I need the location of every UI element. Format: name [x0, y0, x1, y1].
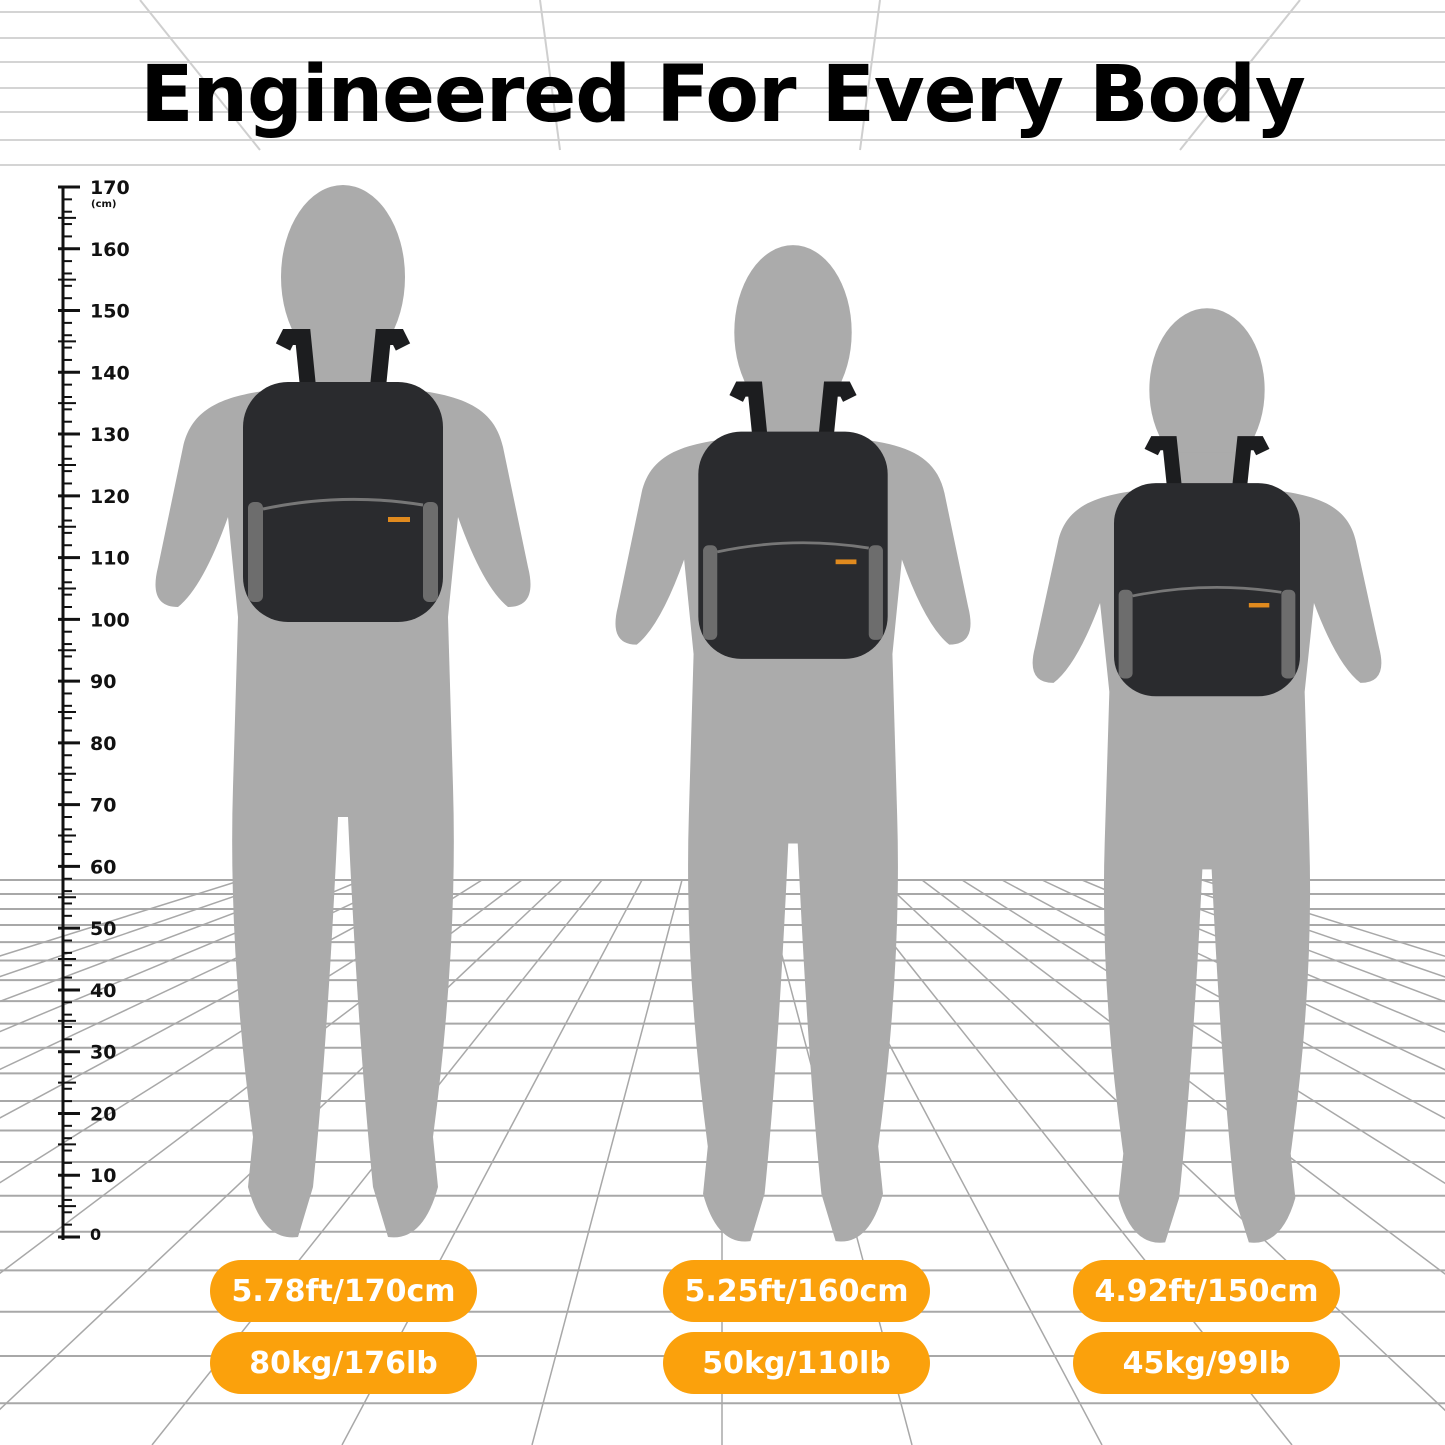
zipper	[1132, 586, 1282, 598]
tick-label: 0	[90, 1225, 101, 1244]
side-mesh-pocket	[703, 545, 718, 640]
tick-label: 90	[90, 671, 116, 693]
brand-logo	[388, 517, 410, 522]
grid-line	[0, 879, 283, 978]
zipper	[262, 497, 424, 511]
side-mesh-pocket	[248, 502, 263, 602]
brand-logo	[1248, 603, 1270, 608]
tick-label: 140	[90, 362, 130, 384]
tick-label: 40	[90, 980, 116, 1002]
tick-label: 70	[90, 795, 116, 817]
grid-line	[0, 879, 323, 1003]
side-mesh-pocket	[1118, 589, 1133, 679]
grid-line	[859, 0, 881, 151]
tick-label: 130	[90, 424, 130, 446]
grid-line	[531, 879, 683, 1445]
head	[281, 185, 405, 369]
backpack-body	[698, 431, 888, 659]
backpack	[698, 381, 888, 659]
side-mesh-pocket	[423, 502, 438, 602]
head	[734, 245, 852, 420]
weight-badge-3: 45kg/99lb	[1073, 1332, 1340, 1394]
side-mesh-pocket	[868, 545, 883, 640]
tick-label: 50	[90, 918, 116, 940]
grid-line	[1179, 0, 1301, 151]
page-title: Engineered For Every Body	[140, 50, 1306, 140]
height-badge-3: 4.92ft/150cm	[1073, 1260, 1340, 1322]
tick-label: 80	[90, 733, 116, 755]
height-badge-2: 5.25ft/160cm	[663, 1260, 930, 1322]
tick-label: 10	[90, 1165, 116, 1187]
weight-badge-1: 80kg/176lb	[210, 1332, 477, 1394]
tick-label: 120	[90, 486, 130, 508]
backpack-body	[243, 382, 443, 622]
grid-line	[0, 879, 363, 1033]
tick-label: 150	[90, 301, 130, 323]
tick-label: 170	[90, 177, 130, 199]
backpack-strap	[1144, 436, 1270, 489]
tick-label: 30	[90, 1042, 116, 1064]
side-mesh-pocket	[1281, 589, 1296, 679]
backpack-strap	[729, 381, 857, 438]
backpack-body	[1114, 483, 1300, 697]
head	[1149, 308, 1265, 472]
zipper	[716, 541, 869, 554]
backpack	[243, 329, 443, 622]
person-silhouette-2	[615, 245, 971, 1242]
person-silhouette-1	[155, 185, 531, 1238]
grid-line	[1121, 879, 1445, 1003]
tick-label: 60	[90, 856, 116, 878]
backpack	[1114, 436, 1300, 697]
backpack-strap	[275, 329, 411, 388]
grid-line	[0, 879, 483, 1184]
grid-line	[1161, 879, 1445, 978]
tick-label: 110	[90, 548, 130, 570]
grid-line	[139, 0, 261, 151]
tick-label: 20	[90, 1103, 116, 1125]
brand-logo	[835, 559, 857, 565]
tick-label: 100	[90, 609, 130, 631]
grid-line	[539, 0, 561, 151]
person-silhouette-3	[1032, 308, 1382, 1243]
weight-badge-2: 50kg/110lb	[663, 1332, 930, 1394]
grid-line	[0, 879, 403, 1071]
height-badge-1: 5.78ft/170cm	[210, 1260, 477, 1322]
grid-line	[921, 879, 1445, 1275]
unit-label: (cm)	[91, 199, 117, 210]
tick-label: 160	[90, 239, 130, 261]
